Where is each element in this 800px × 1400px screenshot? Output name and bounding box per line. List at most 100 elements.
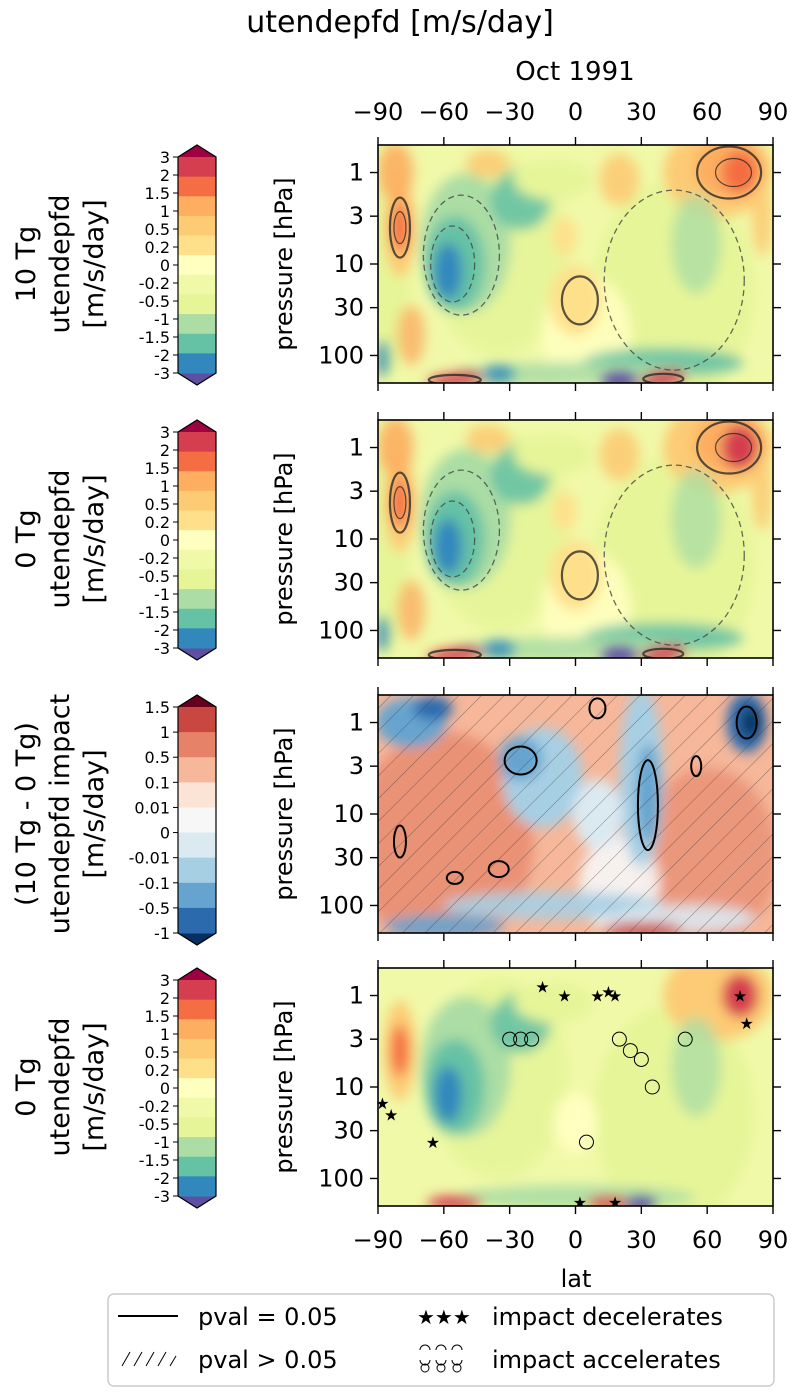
colorbar-swatch bbox=[178, 274, 216, 295]
contour-negative bbox=[422, 189, 745, 371]
field-blob bbox=[752, 451, 773, 532]
colorbar-tick-label: 0.2 bbox=[145, 513, 170, 532]
colorbar-swatch bbox=[178, 471, 216, 492]
field-blob bbox=[601, 371, 638, 383]
colorbar-swatch bbox=[178, 1019, 216, 1040]
colorbar-swatch bbox=[178, 1078, 216, 1099]
y-tick-label: 10 bbox=[333, 525, 364, 553]
star-marker: ★ bbox=[426, 1133, 440, 1152]
contour bbox=[393, 486, 407, 520]
y-tick-label: 30 bbox=[333, 294, 364, 322]
x-tick-label-bottom: −90 bbox=[353, 1226, 404, 1254]
colorbar-swatch bbox=[178, 1038, 216, 1060]
y-axis-label: pressure [hPa] bbox=[270, 727, 298, 900]
star-marker: ★ bbox=[573, 1193, 587, 1212]
x-tick-label-bottom: 30 bbox=[626, 1226, 657, 1254]
hatch-overlay bbox=[378, 695, 773, 933]
x-tick-label-top: −30 bbox=[484, 98, 535, 126]
contour bbox=[429, 225, 476, 303]
colorbar-swatch bbox=[178, 707, 216, 733]
y-tick-label: 3 bbox=[349, 752, 364, 780]
star-marker: ★ bbox=[601, 982, 615, 1001]
circle-marker bbox=[578, 1134, 594, 1150]
field-blob bbox=[434, 1066, 463, 1123]
colorbar-swatch bbox=[178, 782, 216, 808]
colorbar-swatch bbox=[178, 196, 216, 217]
field-blob bbox=[671, 468, 722, 569]
colorbar-tick-label: 2 bbox=[160, 166, 170, 185]
y-tick-label: 1 bbox=[349, 434, 364, 462]
circle-marker bbox=[513, 1031, 529, 1047]
colorbar-swatch bbox=[178, 757, 216, 783]
field-blob bbox=[378, 341, 389, 378]
field-blob bbox=[671, 193, 722, 294]
star-marker: ★ bbox=[384, 1106, 398, 1125]
legend: pval = 0.05 pval > 0.05 ★★★ impact decel… bbox=[107, 1293, 775, 1387]
field-blob bbox=[722, 973, 759, 1018]
colorbar-swatch bbox=[178, 832, 216, 859]
contour-lines bbox=[388, 420, 763, 658]
colorbar-swatch bbox=[178, 333, 216, 354]
field-blob bbox=[601, 646, 638, 658]
x-tick-label-top: −60 bbox=[419, 98, 470, 126]
x-tick-label-bottom: −30 bbox=[484, 1226, 535, 1254]
contour bbox=[735, 705, 758, 740]
field-blob bbox=[378, 420, 414, 478]
field-blob bbox=[465, 149, 510, 178]
legend-circle-swatch bbox=[419, 1344, 463, 1373]
colorbar-tick-label: 3 bbox=[160, 423, 170, 442]
contour bbox=[714, 157, 753, 188]
legend-item-pval-line: pval = 0.05 bbox=[198, 1303, 338, 1331]
y-tick-label: 30 bbox=[333, 844, 364, 872]
row-label: (10 Tg - 0 Tg) utendepfd impact [m/s/day] bbox=[11, 694, 110, 934]
colorbar-tick-label: 0 bbox=[160, 1079, 170, 1098]
marker-layer: ★★★★ ★ ★★★ ★★★★ bbox=[375, 978, 754, 1212]
field-soft bbox=[378, 420, 773, 658]
contour bbox=[560, 275, 599, 326]
row-label: 0 Tg utendepfd [m/s/day] bbox=[11, 470, 110, 609]
field-blob bbox=[396, 580, 425, 641]
x-tick-label-bottom: −60 bbox=[419, 1226, 470, 1254]
circle-marker bbox=[677, 1031, 693, 1047]
row-label-line: utendepfd bbox=[45, 1018, 76, 1157]
star-marker: ★ bbox=[557, 987, 571, 1006]
field-blob bbox=[482, 366, 515, 383]
field-blob bbox=[390, 201, 409, 254]
colorbar-tick-label: -0.01 bbox=[129, 849, 170, 868]
colorbar-tick-label: -2 bbox=[154, 621, 170, 640]
x-tick-label-top: 30 bbox=[626, 98, 657, 126]
figure-title: utendepfd [m/s/day] bbox=[246, 5, 554, 40]
colorbar-tick-label: -1.5 bbox=[139, 603, 170, 622]
colorbar-tick-label: 0.5 bbox=[145, 495, 170, 514]
y-tick-label: 10 bbox=[333, 250, 364, 278]
colorbar-tick-label: 1.5 bbox=[145, 184, 170, 203]
field-soft bbox=[383, 968, 773, 1206]
circle-marker bbox=[524, 1031, 540, 1047]
field-blob bbox=[513, 159, 594, 200]
field-blob bbox=[390, 1024, 409, 1077]
colorbar-tick-label: -3 bbox=[154, 364, 170, 383]
colorbar-tick-label: -0.5 bbox=[139, 567, 170, 586]
colorbar-extend-max bbox=[178, 695, 216, 707]
legend-item-pval-hatch: pval > 0.05 bbox=[198, 1346, 338, 1374]
legend-frame bbox=[107, 1293, 775, 1387]
panel-1-field bbox=[378, 145, 773, 383]
colorbar-tick-label: -3 bbox=[154, 1187, 170, 1206]
colorbar-swatch bbox=[178, 549, 216, 570]
contour bbox=[427, 648, 482, 658]
star-marker: ★ bbox=[733, 987, 747, 1006]
colorbar-swatch bbox=[178, 176, 216, 197]
colorbar-tick-label: -0.5 bbox=[139, 292, 170, 311]
circle-marker bbox=[622, 1043, 638, 1059]
star-marker: ★ bbox=[375, 1094, 389, 1113]
field-blob bbox=[553, 1093, 598, 1154]
field-blob bbox=[378, 145, 414, 203]
colorbar-swatch bbox=[178, 980, 216, 1001]
field-blob bbox=[552, 216, 577, 257]
field-blob bbox=[513, 434, 594, 475]
field-blob bbox=[722, 150, 759, 195]
contour bbox=[636, 759, 659, 852]
field-blob bbox=[552, 491, 577, 532]
colorbar-extend-max bbox=[178, 145, 216, 157]
